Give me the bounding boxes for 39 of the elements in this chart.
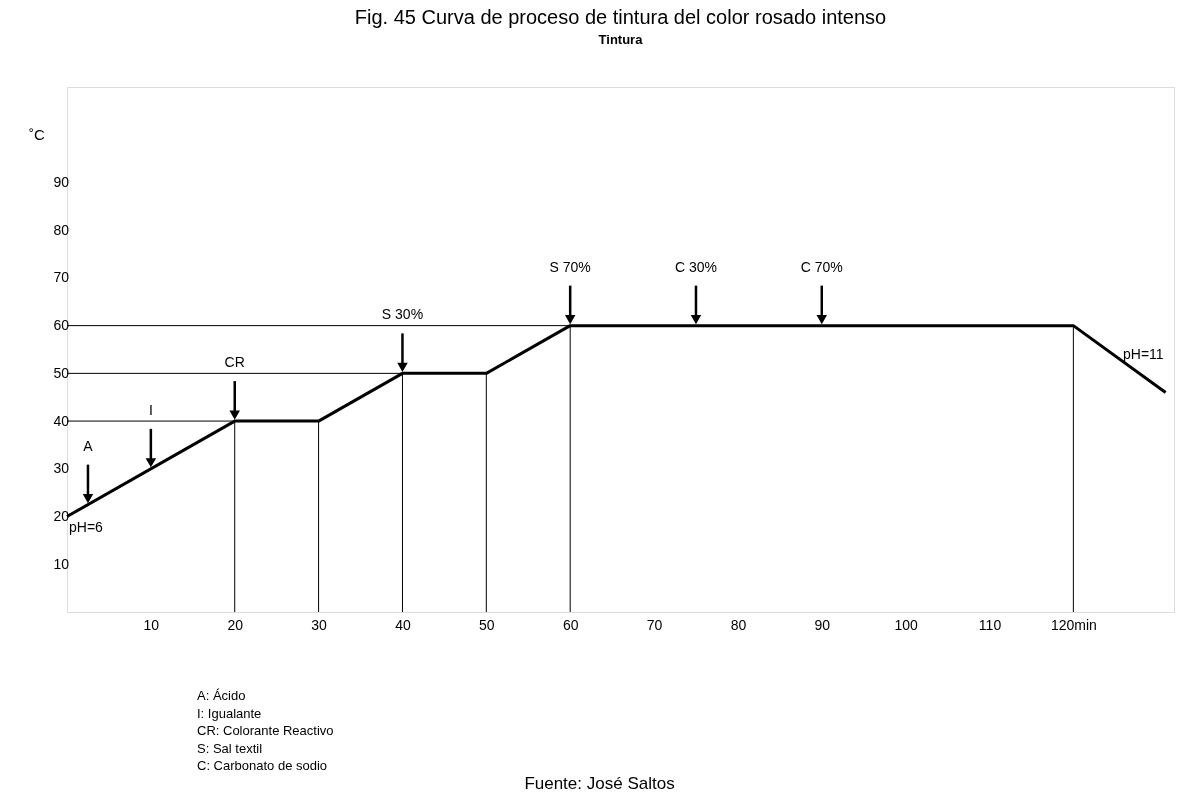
y-tick-label: 90 [53, 173, 70, 190]
chart-title: Fig. 45 Curva de proceso de tintura del color rosado intenso [354, 6, 887, 28]
source-note: Fuente: José Saltos [524, 774, 675, 792]
x-tick-label: 80 [730, 616, 747, 633]
y-tick-label: 10 [53, 555, 70, 572]
text: S: Sal textil [197, 740, 263, 756]
text: CR: Colorante Reactivo [197, 723, 334, 738]
chart-subtitle: Tintura [598, 32, 644, 47]
annotation: S 30% [381, 306, 424, 323]
x-tick-label: 30 [311, 616, 328, 633]
annotation: CR [224, 354, 245, 371]
text: I: Igualante [197, 705, 262, 721]
y-tick-label: 60 [53, 317, 70, 334]
y-axis-title: ˚C [29, 126, 45, 143]
y-tick-label: 80 [53, 221, 70, 238]
x-tick-label: 100 [894, 616, 919, 633]
y-tick-label: 50 [53, 364, 70, 381]
annotation: pH=11 [1123, 346, 1164, 363]
x-tick-label: 120min [1050, 616, 1097, 633]
x-tick-label: 40 [395, 616, 411, 633]
x-tick-label: 110 [978, 616, 1002, 633]
annotation: I [148, 401, 153, 418]
annotation: pH=6 [69, 518, 104, 535]
y-tick-label: 30 [53, 460, 70, 477]
annotation: S 70% [549, 258, 591, 275]
x-tick-label: 20 [227, 616, 244, 633]
annotation: C 30% [674, 258, 717, 275]
text: C: Carbonato de sodio [197, 758, 328, 773]
text: A: Ácido [197, 688, 246, 703]
x-tick-label: 50 [479, 616, 495, 633]
x-tick-label: 60 [562, 616, 579, 633]
x-tick-label: 90 [814, 616, 831, 633]
y-tick-label: 20 [53, 508, 70, 525]
y-tick-label: 40 [53, 412, 70, 429]
x-tick-label: 10 [143, 616, 160, 633]
annotation: C 70% [800, 258, 843, 275]
y-tick-label: 70 [53, 269, 70, 286]
x-tick-label: 70 [646, 616, 663, 633]
annotation: A [83, 437, 94, 454]
